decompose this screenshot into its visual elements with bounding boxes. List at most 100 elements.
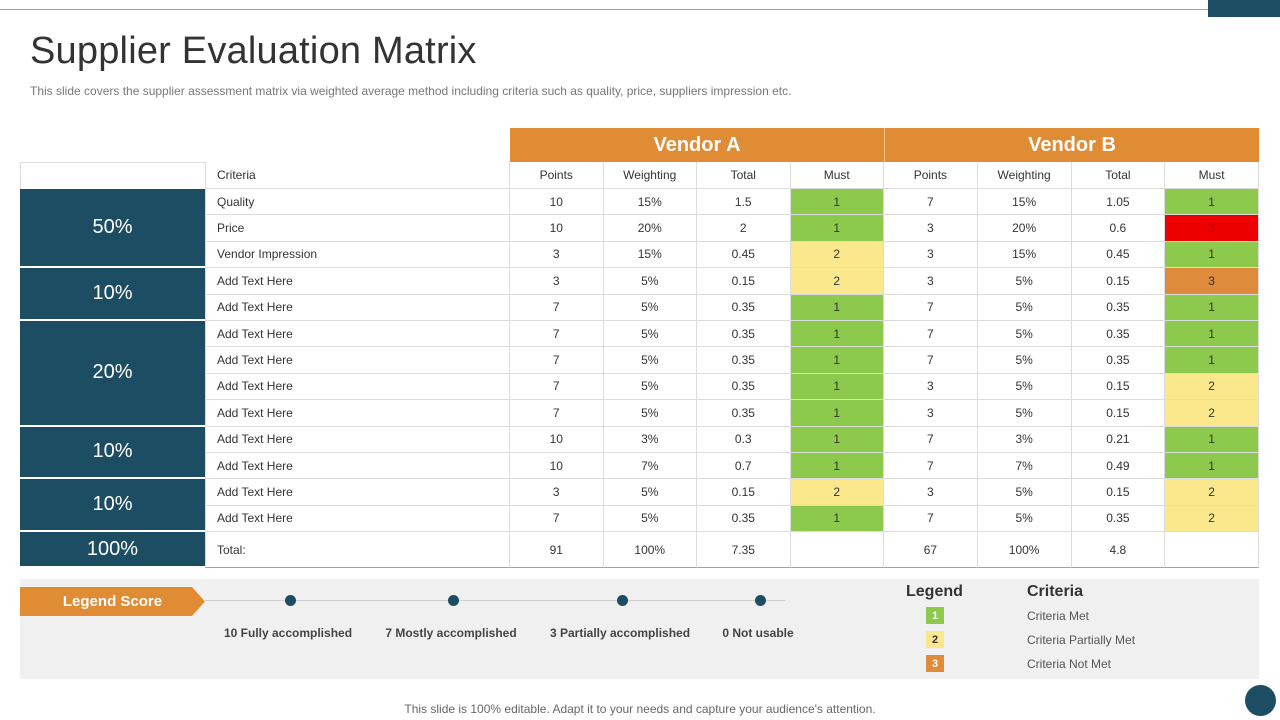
vendor-a-must-cell: 1	[790, 294, 884, 321]
vendor-b-weighting-cell: 5%	[977, 294, 1072, 321]
legend-code-box: 1	[926, 607, 944, 624]
vendor-a-total-points: 91	[510, 532, 604, 568]
vendor-b-total-cell: 0.6	[1071, 215, 1166, 242]
vendor-a-points-cell: 7	[510, 373, 604, 401]
vendor-a-total-cell: 2	[697, 215, 791, 242]
vendor-b-points-cell: 3	[884, 215, 978, 242]
vendor-b-column-header-points: Points	[884, 162, 978, 189]
legend-score-label: 3 Partially accomplished	[549, 626, 691, 640]
vendor-a-must-cell: 1	[790, 215, 884, 242]
legend-heading: Legend	[906, 583, 963, 600]
vendor-b-must-cell: 2	[1165, 400, 1259, 427]
vendor-b-weighting-cell: 15%	[977, 241, 1072, 269]
legend-panel: Legend Score Legend Criteria 10 Fully ac…	[20, 579, 1259, 679]
vendor-b-weighting-cell: 15%	[977, 189, 1072, 216]
vendor-b-total-points: 67	[884, 532, 978, 568]
vendor-a-points-cell: 10	[510, 189, 604, 216]
vendor-b-total-cell: 0.15	[1071, 373, 1166, 401]
vendor-b-weighting-cell: 5%	[977, 400, 1072, 427]
legend-criteria-text: Criteria Not Met	[1027, 657, 1112, 671]
vendor-a-must-cell: 2	[790, 268, 884, 295]
vendor-b-points-cell: 7	[884, 189, 978, 216]
legend-code-box: 2	[926, 631, 944, 648]
weight-group-percent: 50%	[20, 189, 205, 269]
vendor-a-total-cell: 0.15	[697, 479, 791, 506]
vendor-b-total-must	[1165, 532, 1259, 568]
vendor-b-weighting-cell: 20%	[977, 215, 1072, 242]
vendor-b-must-cell: 2	[1165, 479, 1259, 506]
vendor-b-weighting-cell: 5%	[977, 347, 1072, 374]
criteria-cell: Add Text Here	[205, 373, 510, 401]
vendor-a-weighting-cell: 5%	[603, 479, 697, 506]
footer-note: This slide is 100% editable. Adapt it to…	[404, 702, 876, 716]
vendor-b-total-cell: 0.35	[1071, 321, 1166, 348]
vendor-a-points-cell: 7	[510, 505, 604, 533]
vendor-b-weighting-cell: 5%	[977, 268, 1072, 295]
weight-group-percent: 10%	[20, 479, 205, 533]
vendor-b-total-cell: 0.35	[1071, 294, 1166, 321]
top-accent-block	[1208, 0, 1280, 17]
vendor-a-points-cell: 3	[510, 479, 604, 506]
vendor-a-weighting-cell: 5%	[603, 294, 697, 321]
vendor-b-column-header-weighting: Weighting	[977, 162, 1072, 189]
vendor-b-total-cell: 0.49	[1071, 453, 1166, 480]
vendor-b-points-cell: 7	[884, 321, 978, 348]
legend-score-label: 7 Mostly accomplished	[385, 626, 517, 640]
vendor-b-must-cell: 1	[1165, 189, 1259, 216]
vendor-a-column-header-total: Total	[697, 162, 791, 189]
vendor-a-total-cell: 0.3	[697, 426, 791, 453]
vendor-b-points-cell: 3	[884, 479, 978, 506]
criteria-cell: Add Text Here	[205, 321, 510, 348]
vendor-a-must-cell: 2	[790, 479, 884, 506]
vendor-a-total-cell: 0.7	[697, 453, 791, 480]
criteria-cell: Add Text Here	[205, 294, 510, 321]
criteria-heading: Criteria	[1027, 583, 1084, 600]
weight-group-percent: 20%	[20, 321, 205, 427]
vendor-b-points-cell: 7	[884, 294, 978, 321]
vendor-a-weighting-cell: 3%	[603, 426, 697, 453]
legend-code-box: 3	[926, 655, 944, 672]
vendor-b-total-total: 4.8	[1071, 532, 1166, 568]
vendor-b-weighting-cell: 5%	[977, 373, 1072, 401]
vendor-a-total-total: 7.35	[697, 532, 791, 568]
vendor-b-points-cell: 7	[884, 347, 978, 374]
legend-score-label: 10 Fully accomplished	[223, 626, 353, 640]
legend-score-timeline	[205, 600, 785, 601]
criteria-cell: Add Text Here	[205, 479, 510, 506]
vendor-a-points-cell: 7	[510, 347, 604, 374]
vendor-a-must-cell: 1	[790, 347, 884, 374]
criteria-cell: Add Text Here	[205, 347, 510, 374]
vendor-b-must-cell: 3	[1165, 215, 1259, 242]
vendor-b-column-header-must: Must	[1165, 162, 1259, 189]
weight-total-percent: 100%	[20, 532, 205, 568]
vendor-b-total-cell: 1.05	[1071, 189, 1166, 216]
vendor-a-must-cell: 1	[790, 453, 884, 480]
vendor-b-weighting-cell: 5%	[977, 505, 1072, 533]
vendor-a-weighting-cell: 7%	[603, 453, 697, 480]
vendor-a-total-cell: 0.35	[697, 373, 791, 401]
vendor-a-must-cell: 1	[790, 321, 884, 348]
vendor-a-total-cell: 0.35	[697, 321, 791, 348]
vendor-b-total-cell: 0.35	[1071, 347, 1166, 374]
vendor-a-must-cell: 1	[790, 426, 884, 453]
vendor-b-header: Vendor B	[884, 128, 1259, 162]
vendor-b-total-weighting: 100%	[977, 532, 1072, 568]
total-label: Total:	[205, 532, 510, 568]
criteria-cell: Add Text Here	[205, 400, 510, 427]
column-header-criteria: Criteria	[205, 162, 510, 189]
vendor-a-weighting-cell: 5%	[603, 373, 697, 401]
vendor-b-must-cell: 1	[1165, 241, 1259, 269]
page-subtitle: This slide covers the supplier assessmen…	[30, 84, 792, 98]
vendor-b-must-cell: 2	[1165, 373, 1259, 401]
vendor-a-column-header-points: Points	[510, 162, 604, 189]
vendor-a-weighting-cell: 15%	[603, 241, 697, 269]
criteria-cell: Vendor Impression	[205, 241, 510, 269]
vendor-b-points-cell: 3	[884, 268, 978, 295]
vendor-b-points-cell: 3	[884, 400, 978, 427]
vendor-b-total-cell: 0.21	[1071, 426, 1166, 453]
vendor-b-points-cell: 7	[884, 426, 978, 453]
vendor-a-must-cell: 1	[790, 400, 884, 427]
vendor-a-must-cell: 1	[790, 505, 884, 533]
vendor-a-must-cell: 2	[790, 241, 884, 269]
vendor-b-weighting-cell: 5%	[977, 321, 1072, 348]
